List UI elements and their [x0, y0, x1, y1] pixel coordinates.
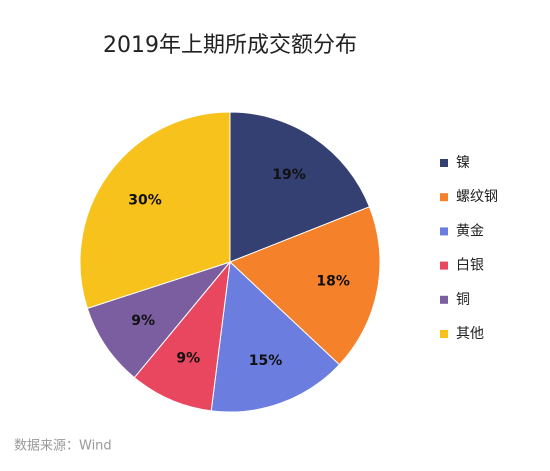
legend-swatch [440, 330, 448, 338]
legend-swatch [440, 159, 448, 167]
data-label: 15% [249, 353, 283, 369]
data-label: 18% [316, 274, 350, 290]
legend-label: 其他 [456, 326, 484, 342]
legend-swatch [440, 295, 448, 304]
pie-slice [229, 206, 381, 366]
pie-slice [79, 111, 231, 309]
legend-swatch [440, 193, 448, 202]
legend-label: 镍 [456, 155, 470, 171]
pie-slice [133, 260, 231, 412]
legend-label: 铜 [456, 292, 470, 308]
legend-swatch [440, 227, 448, 236]
data-label: 9% [176, 350, 200, 366]
data-label: 19% [272, 167, 306, 183]
data-label: 9% [131, 313, 155, 329]
data-label: 30% [128, 192, 162, 208]
legend-swatch [440, 261, 448, 270]
pie-slice [210, 260, 341, 413]
pie-slice [86, 260, 232, 379]
chart-title: 2019年上期所成交额分布 [103, 33, 357, 58]
legend-label: 白银 [456, 258, 484, 274]
pie-slice [229, 111, 371, 263]
legend-label: 螺纹钢 [456, 189, 498, 205]
source: 数据来源：Wind [14, 439, 112, 454]
legend-label: 黄金 [456, 222, 484, 239]
